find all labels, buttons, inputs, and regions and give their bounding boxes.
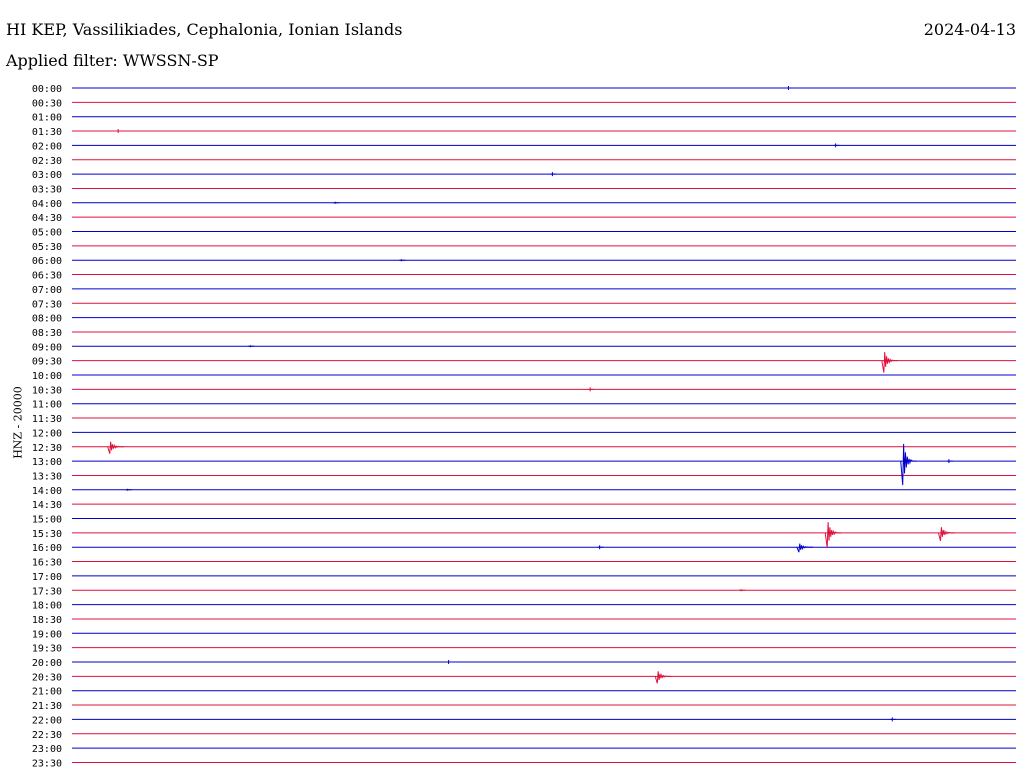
row-label: 11:00 [32, 400, 62, 411]
row-label: 08:30 [32, 328, 62, 339]
row-label: 23:00 [32, 744, 62, 755]
row-label: 13:00 [32, 457, 62, 468]
seismic-event [786, 86, 793, 90]
row-label: 03:30 [32, 184, 62, 195]
row-label: 04:00 [32, 199, 62, 210]
row-label: 22:30 [32, 730, 62, 741]
row-label: 21:00 [32, 687, 62, 698]
row-label: 14:30 [32, 500, 62, 511]
row-label: 13:30 [32, 471, 62, 482]
row-label: 05:00 [32, 228, 62, 239]
row-label: 07:30 [32, 299, 62, 310]
row-label: 11:30 [32, 414, 62, 425]
plot-date: 2024-04-13 [923, 20, 1016, 39]
seismic-event [597, 545, 604, 550]
row-label: 09:00 [32, 342, 62, 353]
seismic-event [333, 201, 340, 204]
row-label: 15:30 [32, 529, 62, 540]
row-label: 04:30 [32, 213, 62, 224]
row-label: 00:30 [32, 98, 62, 109]
row-label: 00:00 [32, 84, 62, 95]
row-label: 02:30 [32, 156, 62, 167]
row-label: 16:30 [32, 558, 62, 569]
seismic-event [248, 345, 255, 348]
row-label: 19:00 [32, 629, 62, 640]
filter-label: Applied filter: WWSSN-SP [6, 51, 219, 70]
row-label: 18:00 [32, 601, 62, 612]
row-label: 16:00 [32, 543, 62, 554]
row-label: 22:00 [32, 715, 62, 726]
row-label: 10:00 [32, 371, 62, 382]
row-label: 08:00 [32, 314, 62, 325]
row-label: 01:00 [32, 113, 62, 124]
row-label: 07:00 [32, 285, 62, 296]
row-label: 17:30 [32, 586, 62, 597]
seismic-event [446, 660, 453, 664]
row-label: 23:30 [32, 758, 62, 769]
row-label: 20:00 [32, 658, 62, 669]
seismic-event [946, 459, 953, 464]
seismic-event [890, 717, 897, 722]
row-label: 15:00 [32, 515, 62, 526]
row-label: 12:00 [32, 428, 62, 439]
station-title: HI KEP, Vassilikiades, Cephalonia, Ionia… [6, 20, 403, 39]
seismic-event [125, 488, 132, 491]
seismic-event [107, 441, 124, 454]
row-label: 21:30 [32, 701, 62, 712]
seismic-event [399, 259, 406, 262]
row-label: 10:30 [32, 385, 62, 396]
seismic-event [900, 443, 917, 486]
seismic-event [881, 352, 898, 373]
row-label: 06:30 [32, 271, 62, 282]
seismic-event [739, 589, 746, 592]
row-label: 18:30 [32, 615, 62, 626]
row-label: 01:30 [32, 127, 62, 138]
seismic-event [116, 129, 123, 134]
seismic-event [937, 527, 955, 541]
seismic-event [796, 543, 813, 553]
seismic-event [824, 522, 842, 548]
seismic-event [654, 671, 672, 684]
row-label: 20:30 [32, 672, 62, 683]
seismic-event [833, 143, 840, 148]
row-label: 17:00 [32, 572, 62, 583]
row-label: 09:30 [32, 357, 62, 368]
row-label: 03:00 [32, 170, 62, 181]
row-label: 12:30 [32, 443, 62, 454]
seismic-event [588, 387, 595, 392]
row-label: 02:00 [32, 141, 62, 152]
row-label: 05:30 [32, 242, 62, 253]
row-label: 14:00 [32, 486, 62, 497]
seismic-event [550, 172, 557, 177]
row-label: 06:00 [32, 256, 62, 267]
row-label: 19:30 [32, 644, 62, 655]
